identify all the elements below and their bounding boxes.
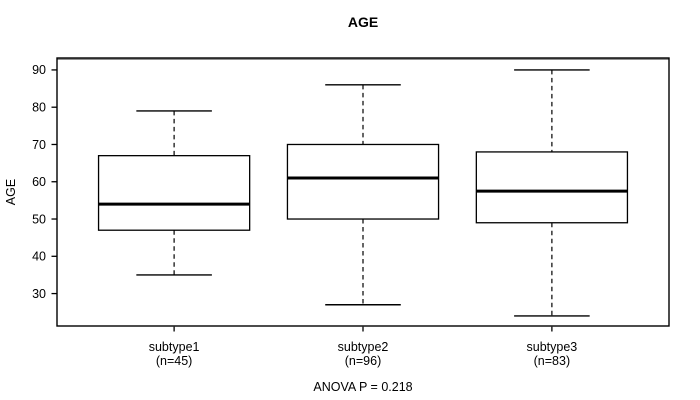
iqr-box (475, 151, 629, 224)
iqr-box (97, 155, 251, 231)
x-category-n-label: (n=96) (345, 354, 381, 368)
x-category-n-label: (n=83) (534, 354, 570, 368)
boxplot-subtype3 (475, 69, 629, 317)
iqr-box (286, 143, 440, 220)
y-tick-label: 70 (32, 138, 46, 152)
y-tick-label: 90 (32, 63, 46, 77)
boxplot-subtype2 (286, 84, 440, 306)
x-category-label: subtype1 (149, 340, 200, 354)
y-tick-label: 30 (32, 287, 46, 301)
y-tick-label: 80 (32, 101, 46, 115)
chart-title: AGE (348, 14, 378, 30)
plot-frame (56, 57, 670, 327)
y-tick-label: 40 (32, 250, 46, 264)
x-category-n-label: (n=45) (156, 354, 192, 368)
x-category-label: subtype2 (338, 340, 389, 354)
y-axis-ticks: 30 40 50 60 70 80 90 (32, 63, 57, 301)
anova-p-value: ANOVA P = 0.218 (313, 380, 412, 394)
boxplot-subtype1 (97, 110, 251, 276)
x-axis-labels: subtype1(n=45) subtype2(n=96) subtype3(n=8… (149, 326, 578, 368)
x-category-label: subtype3 (527, 340, 578, 354)
boxes (97, 69, 629, 317)
y-tick-label: 60 (32, 175, 46, 189)
y-tick-label: 50 (32, 212, 46, 226)
y-axis-label: AGE (4, 179, 18, 205)
plot-frame-box (56, 57, 670, 327)
